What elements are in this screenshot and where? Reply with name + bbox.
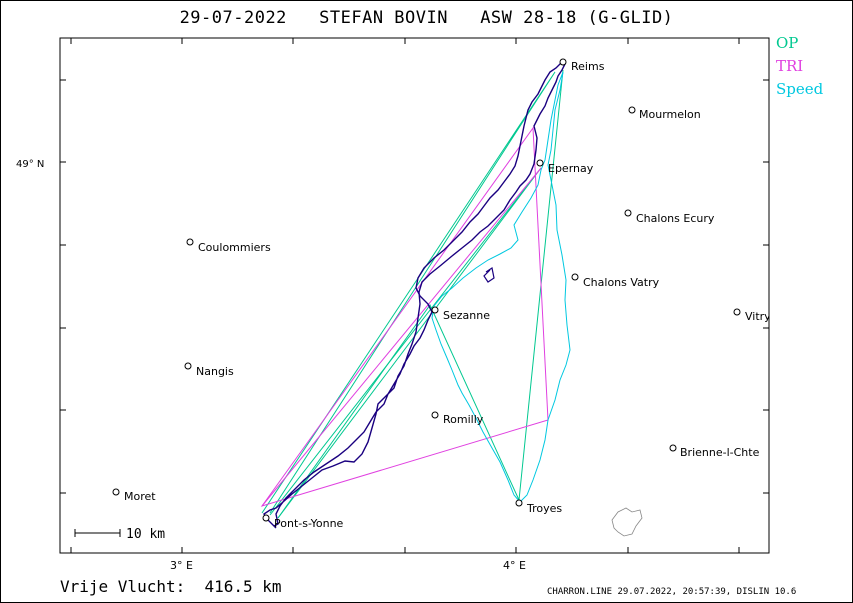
marker-mourmelon xyxy=(628,106,636,114)
distance-readout: Vrije Vlucht: 416.5 km xyxy=(60,577,282,596)
label-romilly: Romilly xyxy=(443,413,484,426)
footer-info: CHARRON.LINE 29.07.2022, 20:57:39, DISLI… xyxy=(547,587,797,597)
pilot-name: STEFAN BOVIN xyxy=(319,8,448,28)
marker-nangis xyxy=(184,362,192,370)
scale-bar xyxy=(74,529,121,537)
lake-outline xyxy=(611,507,643,537)
label-reims: Reims xyxy=(571,60,605,73)
lat-label-49n: 49° N xyxy=(16,159,44,170)
label-sezanne: Sezanne xyxy=(443,309,490,322)
marker-reims xyxy=(559,58,567,66)
marker-pont-s-yonne xyxy=(262,514,270,522)
marker-chalons-ecury xyxy=(624,209,632,217)
label-brienne: Brienne-l-Chte xyxy=(680,446,760,459)
scale-bar-label: 10 km xyxy=(126,527,165,542)
map-border xyxy=(59,37,770,554)
label-pont-s-yonne: Pont-s-Yonne xyxy=(274,517,344,530)
track-loop xyxy=(483,267,495,283)
flight-date: 29-07-2022 xyxy=(179,8,287,28)
glider-name: ASW 28-18 (G-GLID) xyxy=(480,8,674,28)
marker-moret xyxy=(112,488,120,496)
marker-brienne xyxy=(669,444,677,452)
legend-speed: Speed xyxy=(776,80,824,98)
tri-route xyxy=(260,126,549,507)
lon-label-3e: 3° E xyxy=(170,559,193,572)
marker-coulommiers xyxy=(186,238,194,246)
lon-ticks xyxy=(70,38,740,553)
lat-ticks xyxy=(60,79,769,494)
marker-romilly xyxy=(431,411,439,419)
legend-tri: TRI xyxy=(776,57,804,75)
lon-label-4e: 4° E xyxy=(503,559,526,572)
speed-track xyxy=(431,71,571,503)
marker-epernay xyxy=(536,159,544,167)
label-epernay: Epernay xyxy=(548,162,594,175)
legend-op: OP xyxy=(776,34,799,52)
label-troyes: Troyes xyxy=(526,502,562,515)
label-coulommiers: Coulommiers xyxy=(198,241,271,254)
marker-sezanne xyxy=(431,306,439,314)
label-mourmelon: Mourmelon xyxy=(639,108,701,121)
label-chalons-vatry: Chalons Vatry xyxy=(583,276,660,289)
label-nangis: Nangis xyxy=(196,365,234,378)
marker-vitry xyxy=(733,308,741,316)
page-title: 29-07-2022 STEFAN BOVIN ASW 28-18 (G-GLI… xyxy=(0,8,853,28)
marker-chalons-vatry xyxy=(571,273,579,281)
label-moret: Moret xyxy=(124,490,156,503)
flight-track xyxy=(263,61,566,529)
label-chalons-ecury: Chalons Ecury xyxy=(636,212,715,225)
place-markers xyxy=(112,58,741,522)
marker-troyes xyxy=(515,499,523,507)
label-vitry: Vitry xyxy=(745,310,771,323)
